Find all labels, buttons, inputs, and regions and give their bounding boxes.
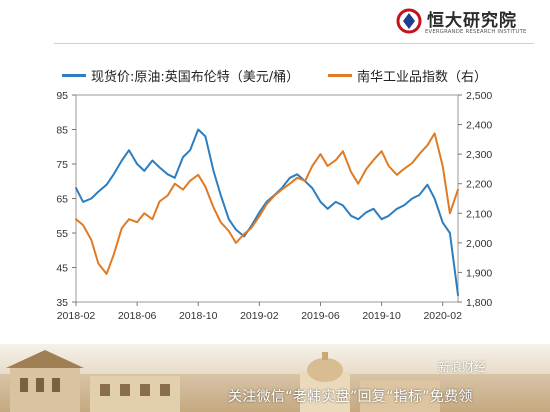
left-axis-tick-label: 65 <box>56 194 68 206</box>
brand-name: 恒大研究院 <box>427 11 517 31</box>
legend-swatch-brent <box>62 74 86 77</box>
series-line-nanhua-index <box>75 132 459 275</box>
legend-item-nanhua: 南华工业品指数（右） <box>328 66 487 85</box>
footer-banner <box>0 344 550 412</box>
legend-item-brent: 现货价:原油:英国布伦特（美元/桶） <box>62 66 299 85</box>
header-divider <box>54 43 534 44</box>
left-axis-tick-label: 85 <box>56 125 68 137</box>
legend-swatch-nanhua <box>328 74 352 77</box>
left-axis-tick-label: 45 <box>56 263 68 275</box>
x-axis-tick-label: 2019-02 <box>240 310 279 322</box>
right-axis-tick-label: 2,500 <box>466 90 492 102</box>
sina-watermark-logo: 新浪财经 <box>438 360 487 374</box>
left-axis-tick-label: 35 <box>56 297 68 309</box>
legend-label-nanhua: 南华工业品指数（右） <box>357 70 488 85</box>
evergrande-logo-icon <box>396 8 422 34</box>
x-axis-tick-label: 2018-10 <box>179 310 218 322</box>
brand-header: 恒大研究院 EVERGRANDE RESEARCH INSTITUTE <box>0 0 550 52</box>
right-axis-tick-label: 2,400 <box>466 120 492 132</box>
plot-frame <box>75 94 459 303</box>
building-illustration <box>0 350 550 412</box>
legend-label-brent: 现货价:原油:英国布伦特（美元/桶） <box>91 70 300 85</box>
x-axis-tick-label: 2018-06 <box>118 310 157 322</box>
right-axis-tick-label: 2,100 <box>466 208 492 220</box>
x-axis-tick-label: 2018-02 <box>57 310 96 322</box>
x-axis-tick-label: 2019-06 <box>301 310 340 322</box>
right-axis-tick-label: 1,800 <box>466 297 492 309</box>
brand-subtitle: EVERGRANDE RESEARCH INSTITUTE <box>425 29 527 35</box>
left-axis-tick-label: 55 <box>56 228 68 240</box>
right-axis-tick-label: 2,000 <box>466 238 492 250</box>
watermark-caption: 关注微信“老韩实盘”回复“指标”免费领 <box>228 389 473 405</box>
right-axis-tick-label: 2,300 <box>466 149 492 161</box>
chart-legend: 现货价:原油:英国布伦特（美元/桶） 南华工业品指数（右） <box>62 66 542 85</box>
left-axis-tick-label: 95 <box>56 90 68 102</box>
right-axis-tick-label: 1,900 <box>466 267 492 279</box>
left-axis-tick-label: 75 <box>56 159 68 171</box>
x-axis-tick-label: 2020-02 <box>423 310 462 322</box>
x-axis-tick-label: 2019-10 <box>362 310 401 322</box>
right-axis-tick-label: 2,200 <box>466 179 492 191</box>
series-line-brent-crude <box>75 128 459 297</box>
